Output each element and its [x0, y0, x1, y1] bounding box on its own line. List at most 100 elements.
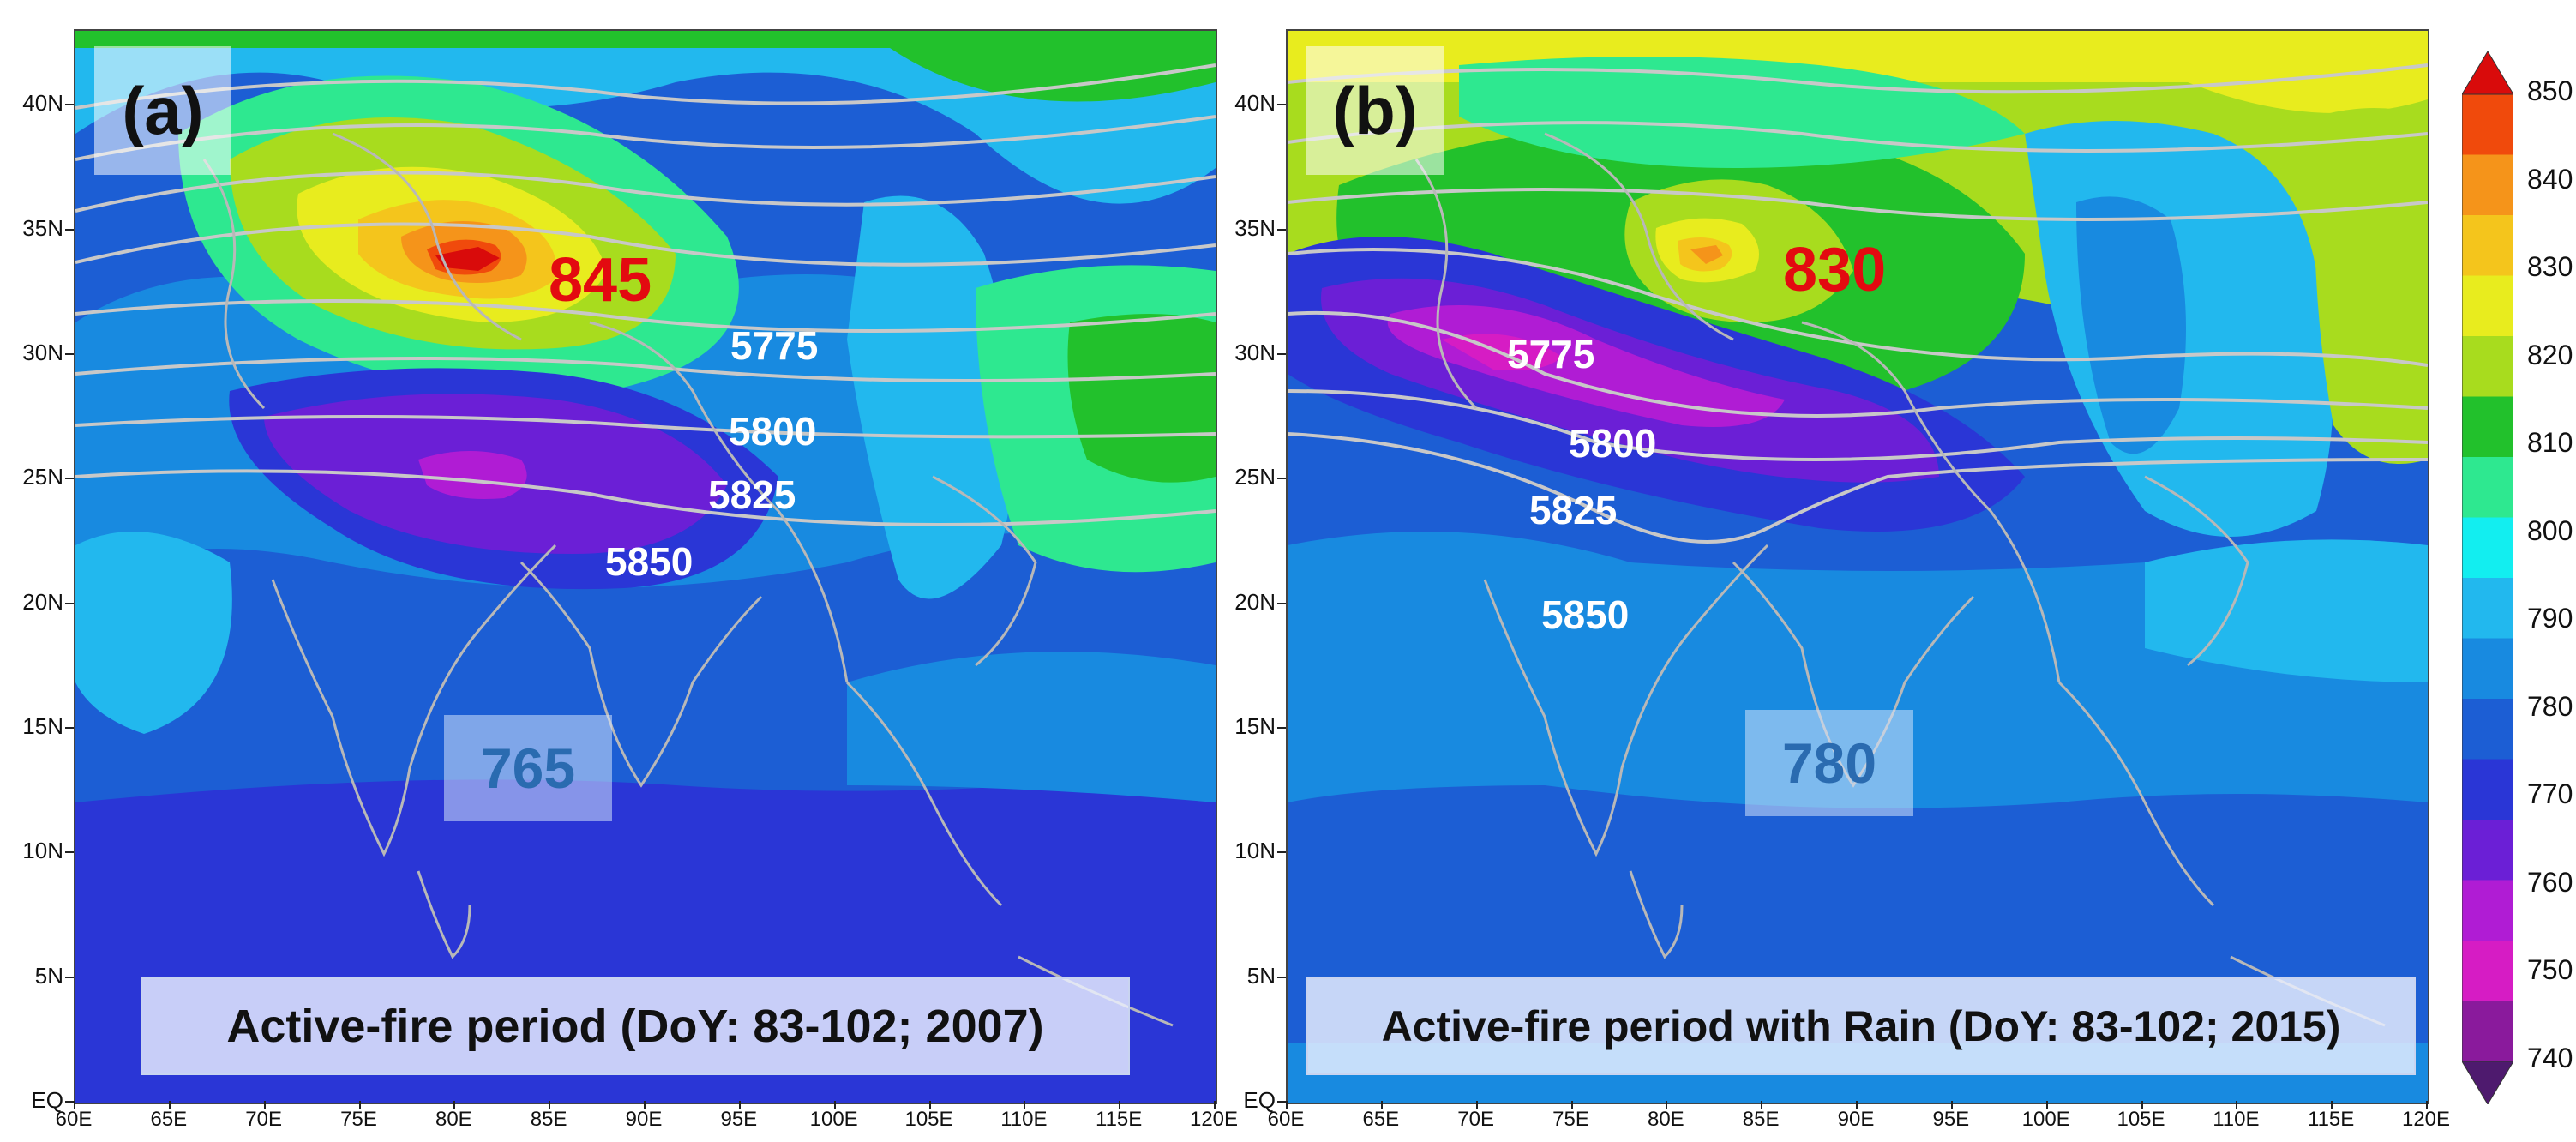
contour-label-5825: 5825 [708, 472, 796, 517]
lon-tick-label: 105E [904, 1108, 953, 1131]
colorbar-tick-label: 820 [2527, 339, 2573, 370]
min-value-label: 765 [444, 715, 612, 821]
lat-tick-mark [1277, 478, 1286, 480]
lat-tick-label: EQ [1243, 1087, 1276, 1113]
colorbar-segment [2462, 94, 2513, 155]
lon-tick-label: 120E [1189, 1108, 1239, 1131]
colorbar-segment [2462, 275, 2513, 337]
lon-tick-label: 85E [1742, 1108, 1780, 1131]
contour-label-5850: 5850 [1541, 592, 1630, 637]
lat-tick-label: EQ [31, 1087, 63, 1113]
lon-tick-label: 80E [435, 1108, 472, 1131]
lon-tick-mark [1475, 1101, 1478, 1109]
lon-tick-label: 120E [2401, 1108, 2451, 1131]
colorbar-max-arrow [2462, 51, 2513, 95]
lon-tick-label: 115E [2308, 1108, 2355, 1131]
lat-tick-mark [65, 976, 74, 978]
filled-contour-map-b [1288, 31, 2428, 1103]
colorbar-segment [2462, 215, 2513, 276]
lat-tick-mark [1277, 104, 1286, 106]
lon-tick-mark [1856, 1101, 1858, 1109]
colorbar-tick-label: 830 [2527, 251, 2573, 283]
lat-tick-mark [1277, 1101, 1286, 1103]
lon-tick-label: 90E [1837, 1108, 1875, 1131]
lat-tick-mark [65, 104, 74, 106]
lon-tick-label: 80E [1647, 1108, 1684, 1131]
lat-tick-label: 15N [22, 712, 63, 739]
lat-tick-mark [1277, 976, 1286, 978]
colorbar-segment [2462, 396, 2513, 458]
colorbar-segment [2462, 941, 2513, 1001]
colorbar-segment [2462, 759, 2513, 820]
lat-tick-mark [1277, 352, 1286, 355]
lon-tick-label: 105E [2117, 1108, 2165, 1131]
lat-tick-mark [65, 352, 74, 355]
colorbar [2462, 51, 2513, 1104]
lat-tick-label: 35N [1234, 214, 1276, 241]
lon-tick-label: 60E [1267, 1108, 1305, 1131]
colorbar-tick-label: 790 [2527, 603, 2573, 634]
lon-tick-label: 70E [1457, 1108, 1494, 1131]
lon-tick-label: 110E [2213, 1108, 2260, 1131]
colorbar-segment [2462, 154, 2513, 216]
contour-label-5775: 5775 [730, 323, 819, 368]
lat-tick-mark [65, 726, 74, 729]
contour-label-5850: 5850 [605, 539, 694, 584]
lat-tick-label: 15N [1234, 712, 1276, 739]
lat-tick-mark [1277, 851, 1286, 854]
lon-tick-mark [2236, 1101, 2238, 1109]
lon-tick-label: 75E [340, 1108, 377, 1131]
colorbar-tick-label: 750 [2527, 954, 2573, 986]
lat-tick-label: 5N [34, 962, 63, 989]
contour-label-5800: 5800 [1569, 421, 1657, 466]
lat-tick-mark [65, 602, 74, 604]
lon-tick-mark [358, 1101, 361, 1109]
colorbar-tick-label: 780 [2527, 690, 2573, 722]
lon-tick-label: 95E [1932, 1108, 1970, 1131]
colorbar-tick-label: 800 [2527, 514, 2573, 546]
lon-tick-mark [1950, 1101, 1953, 1109]
lat-tick-label: 5N [1246, 962, 1276, 989]
lon-tick-mark [168, 1101, 171, 1109]
lat-tick-label: 10N [1234, 838, 1276, 864]
colorbar-segment [2462, 517, 2513, 579]
lon-tick-mark [2141, 1101, 2143, 1109]
lon-tick-mark [928, 1101, 931, 1109]
lon-tick-label: 65E [150, 1108, 188, 1131]
lon-tick-mark [1666, 1101, 1668, 1109]
lon-tick-mark [1761, 1101, 1763, 1109]
lon-tick-label: 110E [1000, 1108, 1048, 1131]
colorbar-tick-label: 810 [2527, 427, 2573, 459]
contour-label-5800: 5800 [729, 409, 817, 454]
contour-label-5825: 5825 [1529, 488, 1618, 532]
panel-caption: Active-fire period (DoY: 83-102; 2007) [141, 977, 1130, 1075]
lat-tick-label: 25N [1234, 464, 1276, 490]
lon-tick-mark [2426, 1101, 2428, 1109]
panel-caption: Active-fire period with Rain (DoY: 83-10… [1306, 977, 2416, 1075]
colorbar-segment [2462, 578, 2513, 639]
lat-tick-mark [1277, 228, 1286, 231]
lon-tick-label: 95E [720, 1108, 758, 1131]
lat-tick-label: 10N [22, 838, 63, 864]
lat-tick-mark [1277, 602, 1286, 604]
colorbar-segment [2462, 820, 2513, 881]
lon-tick-label: 60E [55, 1108, 93, 1131]
colorbar-tick-label: 850 [2527, 75, 2573, 106]
lon-tick-label: 75E [1552, 1108, 1589, 1131]
lon-tick-mark [549, 1101, 551, 1109]
min-value-label: 780 [1745, 710, 1913, 816]
lon-tick-mark [738, 1101, 741, 1109]
lat-tick-mark [65, 1101, 74, 1103]
lon-tick-mark [1570, 1101, 1573, 1109]
lon-tick-mark [1214, 1101, 1216, 1109]
lon-tick-label: 100E [809, 1108, 858, 1131]
lat-tick-label: 40N [22, 90, 63, 117]
max-value-label: 845 [549, 246, 652, 315]
lat-tick-label: 40N [1234, 90, 1276, 117]
colorbar-tick-label: 770 [2527, 778, 2573, 810]
lon-tick-label: 100E [2021, 1108, 2070, 1131]
lat-tick-label: 35N [22, 214, 63, 241]
colorbar-segment [2462, 336, 2513, 397]
lon-tick-mark [1119, 1101, 1121, 1109]
lon-tick-label: 85E [530, 1108, 567, 1131]
